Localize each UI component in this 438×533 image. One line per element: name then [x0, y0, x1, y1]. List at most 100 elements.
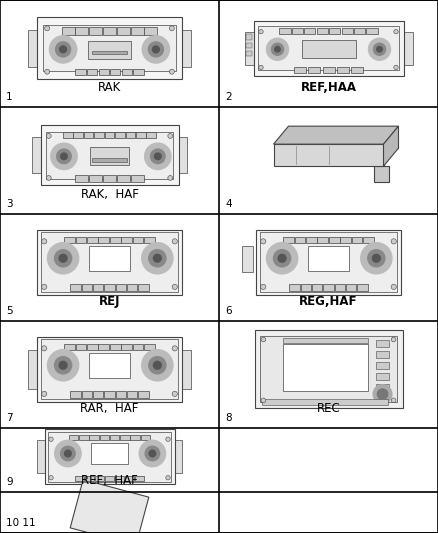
Bar [45, 429, 174, 484]
Bar [94, 132, 104, 139]
Bar [99, 237, 109, 243]
Bar [79, 435, 88, 440]
Bar [261, 336, 396, 402]
Bar [133, 237, 143, 243]
Circle shape [394, 65, 398, 70]
Bar [43, 25, 176, 71]
Bar [91, 443, 128, 464]
Bar [87, 237, 98, 243]
Circle shape [60, 153, 67, 160]
Bar [258, 26, 399, 70]
Bar [283, 344, 368, 391]
Circle shape [45, 26, 49, 31]
Circle shape [142, 36, 170, 63]
Bar [134, 69, 144, 76]
Circle shape [391, 239, 396, 244]
Bar [117, 27, 130, 35]
Bar [125, 475, 134, 481]
Bar [99, 344, 109, 350]
Circle shape [55, 440, 81, 467]
Bar [116, 391, 126, 398]
Bar [82, 284, 92, 290]
Circle shape [391, 398, 396, 403]
Polygon shape [384, 126, 399, 166]
Bar [283, 237, 294, 243]
Text: 8: 8 [225, 413, 232, 423]
Bar [342, 28, 353, 34]
Bar [82, 391, 92, 398]
Circle shape [155, 153, 161, 160]
Bar [28, 29, 37, 67]
Bar [295, 237, 305, 243]
Bar [312, 284, 322, 290]
Bar [301, 284, 311, 290]
Bar [121, 237, 132, 243]
Text: REJ: REJ [99, 295, 120, 308]
Bar [179, 137, 187, 173]
Bar [71, 391, 81, 398]
Bar [131, 27, 144, 35]
Circle shape [49, 437, 53, 441]
Text: 4: 4 [225, 199, 232, 209]
Bar [246, 43, 252, 48]
Bar [254, 330, 403, 408]
Circle shape [259, 65, 263, 70]
Bar [87, 69, 97, 76]
Text: 6: 6 [225, 306, 232, 316]
Bar [40, 125, 179, 185]
Bar [323, 284, 334, 290]
Bar [95, 475, 104, 481]
Bar [89, 175, 102, 182]
Bar [376, 351, 389, 358]
Bar [244, 31, 254, 64]
Circle shape [60, 46, 67, 53]
Circle shape [172, 284, 177, 289]
Bar [64, 237, 75, 243]
Circle shape [166, 475, 170, 480]
Bar [49, 432, 170, 482]
Bar [99, 435, 109, 440]
Circle shape [377, 46, 382, 52]
Circle shape [59, 361, 67, 369]
Bar [37, 17, 182, 79]
Bar [121, 344, 132, 350]
Bar [144, 27, 157, 35]
Circle shape [278, 254, 286, 262]
Bar [290, 284, 300, 290]
Bar [254, 21, 403, 76]
Circle shape [142, 243, 173, 274]
Text: REG,HAF: REG,HAF [299, 295, 358, 308]
Bar [37, 230, 182, 295]
Bar [329, 28, 340, 34]
Circle shape [266, 38, 289, 60]
Circle shape [47, 243, 79, 274]
Circle shape [148, 42, 163, 57]
Circle shape [42, 284, 47, 289]
Bar [76, 237, 86, 243]
Circle shape [168, 175, 173, 180]
Circle shape [145, 446, 160, 461]
Bar [92, 51, 127, 54]
Circle shape [368, 249, 385, 267]
Circle shape [152, 46, 159, 53]
Circle shape [151, 149, 165, 164]
Circle shape [153, 254, 161, 262]
Text: 7: 7 [6, 413, 13, 423]
Circle shape [45, 69, 49, 74]
Bar [62, 27, 75, 35]
Circle shape [139, 440, 166, 467]
Bar [37, 440, 45, 473]
Bar [146, 132, 156, 139]
Bar [182, 29, 191, 67]
Bar [75, 175, 88, 182]
Circle shape [42, 391, 47, 397]
Bar [115, 132, 125, 139]
Bar [376, 340, 389, 348]
Text: RAK: RAK [98, 81, 121, 94]
Bar [110, 237, 120, 243]
Bar [352, 237, 362, 243]
Circle shape [168, 134, 173, 139]
Text: RAR,  HAF: RAR, HAF [80, 402, 139, 415]
Bar [357, 284, 367, 290]
Bar [74, 475, 84, 481]
